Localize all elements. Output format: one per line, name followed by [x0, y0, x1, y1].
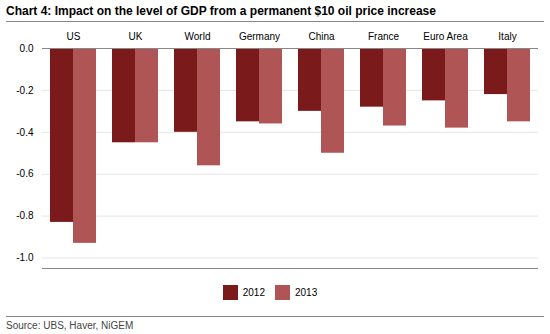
html-text:2013: 2013 — [295, 287, 318, 298]
svg-text:-0.2: -0.2 — [16, 85, 34, 96]
svg-text:0.0: 0.0 — [20, 43, 34, 54]
svg-text:UK: UK — [129, 31, 143, 42]
svg-text:Italy: Italy — [498, 31, 516, 42]
svg-text:Germany: Germany — [239, 31, 280, 42]
svg-text:World: World — [185, 31, 211, 42]
svg-text:-0.6: -0.6 — [16, 168, 34, 179]
svg-text:-0.8: -0.8 — [16, 210, 34, 221]
html-text:Chart 4: Impact on the level o: Chart 4: Impact on the level of GDP from… — [6, 4, 436, 18]
svg-text:-1.0: -1.0 — [16, 252, 34, 263]
svg-text:France: France — [368, 31, 400, 42]
svg-text:-0.4: -0.4 — [16, 127, 34, 138]
html-text:2012: 2012 — [242, 287, 265, 298]
svg-text:Euro Area: Euro Area — [423, 31, 468, 42]
html-text:Source: UBS, Haver, NiGEM: Source: UBS, Haver, NiGEM — [6, 320, 134, 331]
svg-text:China: China — [308, 31, 335, 42]
svg-text:US: US — [67, 31, 81, 42]
